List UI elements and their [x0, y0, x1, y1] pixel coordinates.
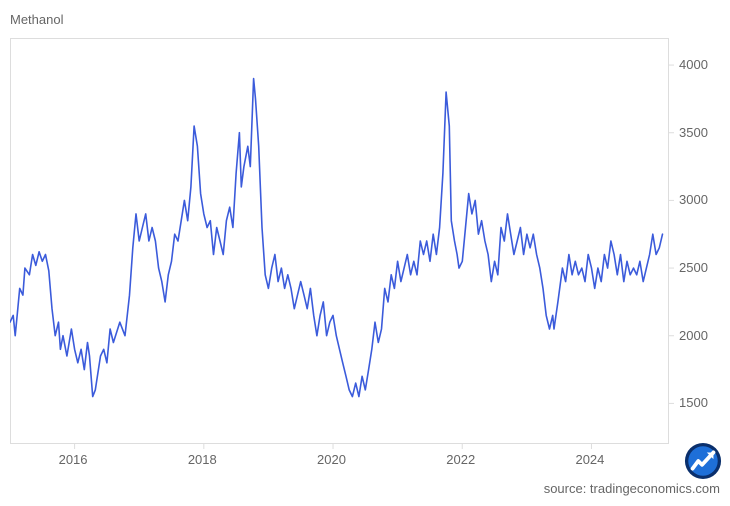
y-tick-label: 3000	[679, 192, 708, 207]
y-tick-label: 3500	[679, 125, 708, 140]
x-tick-label: 2022	[446, 452, 475, 467]
y-tick-label: 2500	[679, 260, 708, 275]
tradingeconomics-logo-icon	[684, 442, 722, 480]
y-tick-label: 4000	[679, 57, 708, 72]
y-tick-label: 2000	[679, 328, 708, 343]
x-tick-label: 2024	[575, 452, 604, 467]
chart-title: Methanol	[10, 12, 63, 27]
y-tick-label: 1500	[679, 395, 708, 410]
x-tick-label: 2016	[59, 452, 88, 467]
x-tick-label: 2018	[188, 452, 217, 467]
plot-area	[10, 38, 669, 444]
source-label: source: tradingeconomics.com	[544, 481, 720, 496]
x-tick-label: 2020	[317, 452, 346, 467]
